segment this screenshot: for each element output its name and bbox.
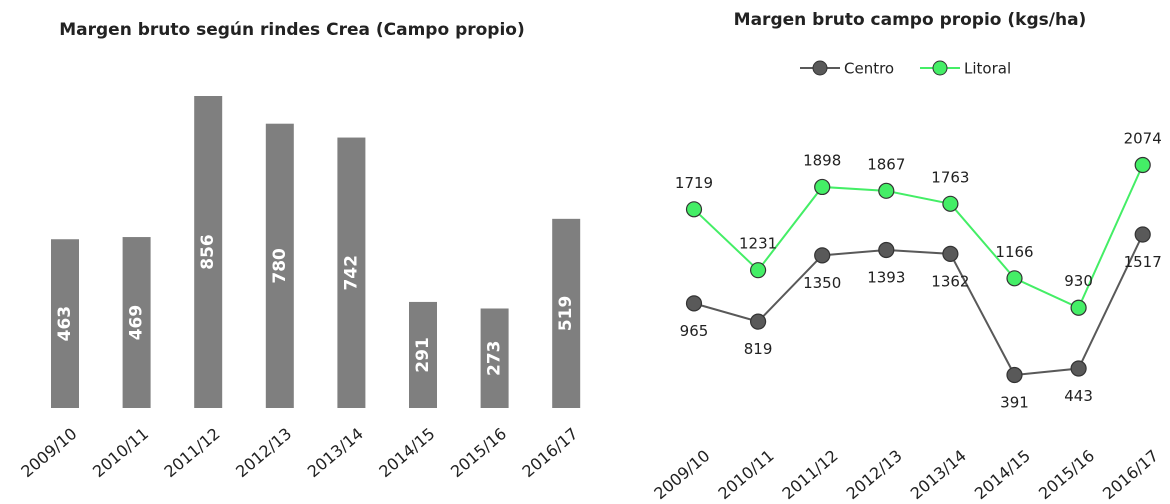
value-label: 819 — [744, 340, 773, 358]
value-label: 780 — [270, 248, 290, 284]
marker — [1134, 156, 1151, 174]
value-label: 1867 — [867, 155, 905, 173]
x-tick-label: 2012/13 — [843, 446, 906, 503]
legend-label: Litoral — [964, 60, 1011, 78]
marker — [1006, 366, 1023, 384]
marker — [749, 262, 767, 279]
bar — [194, 96, 223, 408]
x-tick-label: 2016/17 — [1099, 446, 1162, 503]
bar — [552, 218, 581, 408]
marker — [1006, 270, 1023, 287]
chart-title: Margen bruto campo propio (kgs/ha) — [734, 10, 1087, 30]
value-label: 742 — [341, 255, 361, 291]
x-tick-label: 2014/15 — [375, 424, 438, 481]
x-tick-label: 2014/15 — [971, 446, 1034, 503]
value-label: 1231 — [739, 235, 777, 253]
value-label: 1719 — [675, 174, 713, 192]
value-label: 463 — [55, 306, 75, 342]
x-tick-label: 2012/13 — [232, 424, 295, 481]
bar — [337, 137, 366, 409]
marker — [1134, 226, 1151, 243]
value-label: 443 — [1064, 387, 1093, 405]
x-tick-label: 2009/10 — [650, 446, 713, 503]
value-label: 1362 — [931, 272, 969, 290]
value-label: 519 — [556, 296, 576, 332]
legend-marker — [932, 60, 948, 76]
x-tick-label: 2010/11 — [89, 424, 152, 481]
marker — [814, 178, 831, 196]
x-tick-label: 2013/14 — [907, 446, 970, 503]
x-tick-label: 2010/11 — [714, 446, 777, 503]
bar — [480, 308, 509, 408]
marker — [685, 295, 703, 312]
marker — [942, 245, 959, 262]
bar — [409, 301, 437, 408]
marker — [1070, 360, 1087, 377]
value-label: 856 — [198, 234, 218, 270]
value-label: 1166 — [995, 243, 1033, 261]
marker — [942, 195, 959, 212]
marker — [685, 201, 703, 218]
legend-marker — [812, 60, 828, 76]
value-label: 1898 — [803, 151, 841, 169]
value-label: 1393 — [867, 268, 905, 286]
x-tick-label: 2015/16 — [447, 424, 510, 481]
value-label: 930 — [1064, 272, 1093, 290]
legend-label: Centro — [844, 60, 894, 78]
x-tick-label: 2011/12 — [161, 424, 224, 481]
value-label: 273 — [485, 340, 505, 376]
marker — [878, 241, 895, 259]
x-tick-label: 2015/16 — [1035, 446, 1098, 503]
chart-title: Margen bruto según rindes Crea (Campo pr… — [59, 20, 525, 40]
x-tick-label: 2013/14 — [304, 424, 367, 481]
value-label: 291 — [413, 337, 433, 373]
value-label: 391 — [1000, 394, 1029, 412]
bar — [265, 123, 294, 409]
x-tick-label: 2011/12 — [779, 446, 842, 503]
value-label: 1350 — [803, 274, 841, 292]
bar — [122, 237, 151, 408]
value-label: 1517 — [1124, 253, 1162, 271]
value-label: 965 — [680, 322, 709, 340]
series-line — [693, 234, 1144, 377]
value-label: 2074 — [1124, 130, 1162, 148]
value-label: 1763 — [931, 168, 969, 186]
x-tick-label: 2016/17 — [519, 424, 582, 481]
x-tick-label: 2009/10 — [17, 424, 80, 481]
series-line — [693, 164, 1144, 310]
marker — [878, 182, 895, 199]
marker — [814, 247, 831, 264]
value-label: 469 — [127, 305, 147, 341]
marker — [1070, 299, 1087, 316]
marker — [749, 313, 767, 330]
bar — [51, 239, 79, 408]
